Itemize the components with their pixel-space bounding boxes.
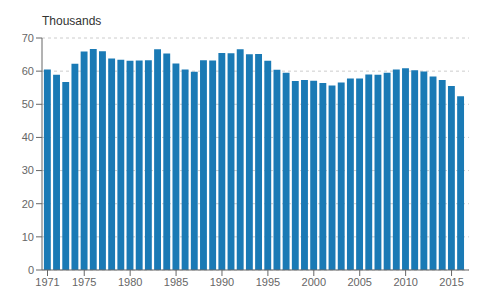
svg-text:1985: 1985 <box>164 276 188 288</box>
svg-text:60: 60 <box>22 65 34 77</box>
svg-text:0: 0 <box>28 264 34 276</box>
svg-text:10: 10 <box>22 231 34 243</box>
svg-text:50: 50 <box>22 98 34 110</box>
svg-text:1975: 1975 <box>72 276 96 288</box>
svg-text:2000: 2000 <box>302 276 326 288</box>
svg-text:20: 20 <box>22 198 34 210</box>
svg-text:1990: 1990 <box>210 276 234 288</box>
svg-text:1995: 1995 <box>256 276 280 288</box>
svg-text:30: 30 <box>22 164 34 176</box>
svg-text:2010: 2010 <box>393 276 417 288</box>
svg-text:2015: 2015 <box>439 276 463 288</box>
svg-text:70: 70 <box>22 32 34 44</box>
svg-text:1980: 1980 <box>118 276 142 288</box>
svg-text:2005: 2005 <box>347 276 371 288</box>
svg-text:40: 40 <box>22 131 34 143</box>
svg-text:1971: 1971 <box>35 276 59 288</box>
html-text:Thousands: Thousands <box>42 14 102 28</box>
